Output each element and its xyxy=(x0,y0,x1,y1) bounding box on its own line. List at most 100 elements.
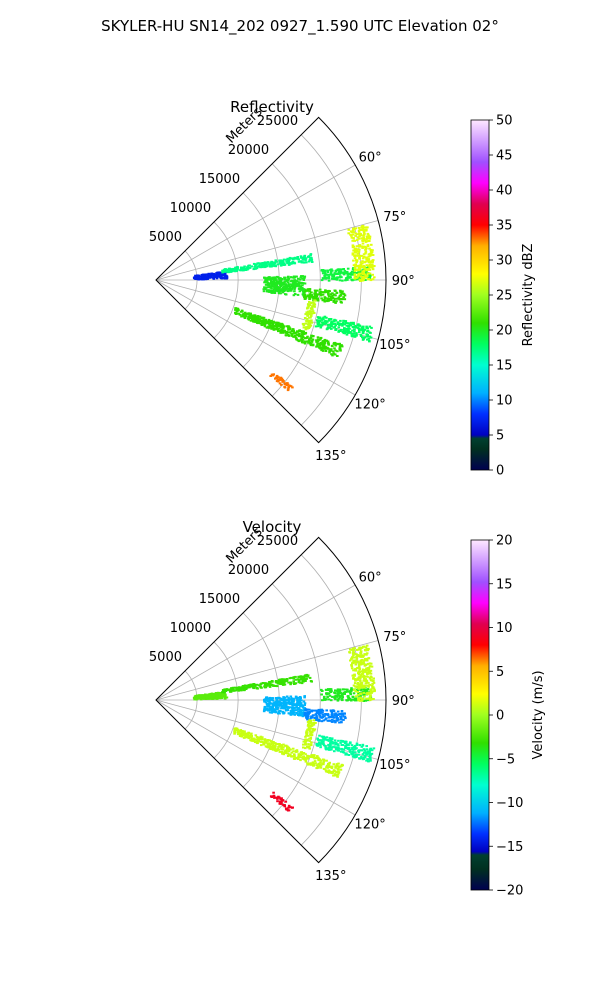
echo-cell xyxy=(327,343,330,346)
echo-cell xyxy=(330,737,334,740)
echo-cell xyxy=(263,325,267,328)
echo-cell xyxy=(308,294,311,297)
echo-cell xyxy=(335,291,339,294)
radial-tick-label: 20000 xyxy=(228,143,269,158)
echo-cell xyxy=(247,734,250,737)
echo-cell xyxy=(362,677,366,680)
echo-cell xyxy=(340,697,344,700)
echo-cell xyxy=(269,699,272,701)
echo-cell xyxy=(364,229,368,232)
echo-cell xyxy=(368,325,372,328)
echo-cell xyxy=(274,327,278,330)
echo-cell xyxy=(366,671,370,674)
azimuth-gridline xyxy=(155,640,379,701)
echo-cell xyxy=(332,710,336,713)
echo-cell xyxy=(302,740,306,743)
echo-cell xyxy=(303,704,306,706)
echo-cell xyxy=(270,707,274,710)
echo-cell xyxy=(281,380,285,383)
echo-cell xyxy=(366,278,370,281)
echo-cell xyxy=(282,258,286,261)
echo-cell xyxy=(346,275,350,278)
echo-cell xyxy=(278,324,282,327)
echo-cell xyxy=(357,269,360,272)
echo-cell xyxy=(364,751,368,754)
echo-cell xyxy=(282,746,285,749)
echo-cell xyxy=(326,739,330,742)
echo-cell xyxy=(361,668,365,671)
echo-cell xyxy=(311,335,315,338)
echo-cell xyxy=(360,226,363,229)
echo-cell xyxy=(311,296,315,299)
echo-cell xyxy=(317,711,321,713)
echo-cell xyxy=(301,287,304,289)
echo-cell xyxy=(288,748,292,751)
echo-cell xyxy=(366,264,370,267)
echo-cell xyxy=(354,234,357,237)
echo-cell xyxy=(269,680,273,683)
echo-cell xyxy=(313,728,317,731)
echo-cell xyxy=(342,332,346,335)
echo-cell xyxy=(349,659,352,662)
echo-cell xyxy=(351,662,354,665)
echo-cell xyxy=(279,709,282,712)
echo-cell xyxy=(333,696,337,699)
echo-cell xyxy=(266,699,269,702)
echo-cell xyxy=(331,269,334,272)
echo-cell xyxy=(237,312,240,315)
echo-cell xyxy=(361,675,365,678)
echo-cell xyxy=(271,748,275,751)
echo-cell xyxy=(270,327,273,330)
echo-cell xyxy=(303,341,307,344)
echo-cell xyxy=(331,354,334,357)
echo-cell xyxy=(269,285,272,288)
echo-cell xyxy=(304,257,307,260)
echo-cell xyxy=(354,756,358,758)
echo-cell xyxy=(358,254,362,257)
echo-cell xyxy=(370,698,374,701)
echo-cell xyxy=(194,274,197,277)
echo-cell xyxy=(365,759,368,762)
echo-cell xyxy=(318,719,321,722)
echo-cell xyxy=(360,658,364,661)
echo-cell xyxy=(366,226,369,229)
echo-cell xyxy=(298,281,302,284)
echo-cell xyxy=(334,743,337,746)
echo-cell xyxy=(218,271,221,274)
echo-cell xyxy=(357,751,361,754)
echo-cell xyxy=(218,696,222,699)
echo-cell xyxy=(366,649,370,652)
echo-cell xyxy=(356,239,359,242)
echo-cell xyxy=(264,709,267,712)
echo-cell xyxy=(339,293,343,296)
echo-cell xyxy=(197,696,201,699)
echo-cell xyxy=(277,706,280,709)
echo-cell xyxy=(352,237,355,239)
echo-cell xyxy=(281,281,285,284)
echo-cell xyxy=(359,686,363,689)
echo-cell xyxy=(334,746,337,749)
echo-cell xyxy=(220,696,223,699)
echo-cell xyxy=(352,264,356,267)
echo-cell xyxy=(343,712,346,715)
echo-cell xyxy=(324,718,327,721)
echo-cell xyxy=(275,279,278,282)
echo-cell xyxy=(278,796,281,799)
echo-cell xyxy=(259,738,263,741)
echo-cell xyxy=(318,319,322,322)
echo-cell xyxy=(304,313,307,316)
echo-cell xyxy=(350,270,354,273)
echo-cell xyxy=(301,678,305,681)
echo-cell xyxy=(263,276,266,279)
echo-cell xyxy=(364,246,368,249)
echo-cell xyxy=(346,267,350,270)
echo-cell xyxy=(321,291,325,294)
echo-cell xyxy=(315,743,318,745)
echo-cell xyxy=(323,341,327,344)
echo-cell xyxy=(272,324,276,327)
echo-cell xyxy=(234,270,238,273)
echo-cell xyxy=(362,233,366,236)
echo-cell xyxy=(358,245,362,248)
echo-cell xyxy=(327,771,331,774)
echo-cell xyxy=(257,320,261,323)
